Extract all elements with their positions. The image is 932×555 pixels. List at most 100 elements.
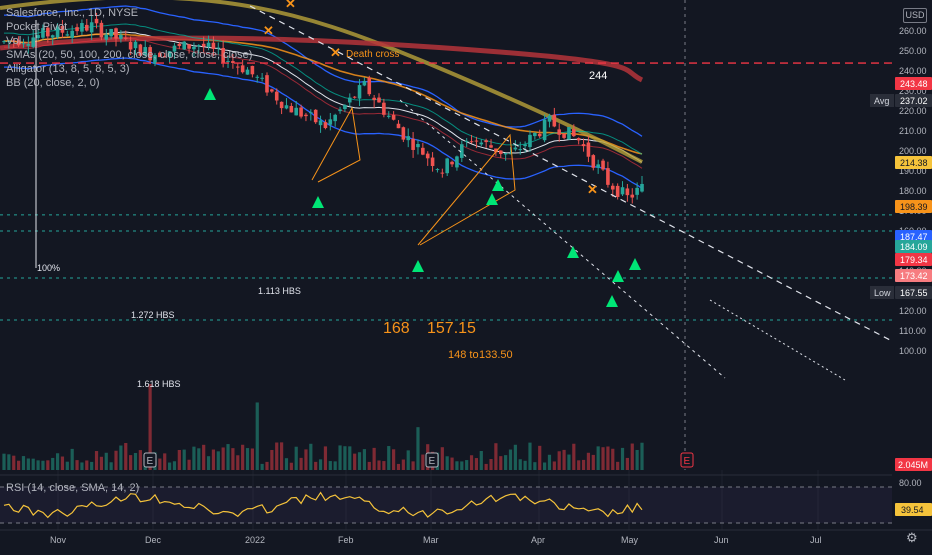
volume-bar [445,456,449,470]
volume-bar [299,457,303,470]
candle-body [245,69,250,75]
candle-body [231,61,235,63]
candle-body [109,28,113,37]
x-tick-label: Jun [714,535,729,545]
volume-bar [275,442,279,470]
candle-body [114,28,118,39]
volume-bar [460,461,464,470]
range-label: 148 to [448,349,479,361]
y-tick-label: 220.00 [899,106,927,116]
level-244-label: 244 [589,70,607,82]
candle-body [304,114,308,117]
earnings-marker [425,452,439,468]
volume-bar [318,459,323,470]
candle-body [518,149,523,151]
candle-body [625,188,630,196]
candle-body [162,56,167,58]
price-tag [870,286,894,299]
earnings-marker [680,452,694,468]
candle-body [533,132,537,137]
candle-body [182,41,186,50]
y-tick-label: 110.00 [899,326,926,336]
candle-body [372,97,376,101]
gear-icon[interactable]: ⚙ [906,530,918,545]
rsi-tag-label: 39.54 [901,505,924,515]
volume-bar [440,447,444,470]
candle-body [279,101,284,109]
candle-body [216,47,221,49]
candle-body [620,187,625,195]
candle-body [299,107,303,117]
candle-body [489,145,493,148]
candle-body [357,85,362,99]
volume-bar [411,461,415,470]
price-tag-label: 167.55 [900,288,928,298]
volume-bar [382,461,386,470]
price-axis[interactable]: 260.00 250.00 240.00 230.00 220.00 210.00 200.… [870,0,932,550]
price-tag [895,286,932,299]
time-axis[interactable]: Nov Dec 2022 Feb Mar Apr May Jun Jul [0,529,932,545]
pocket-pivot-marker [312,196,324,208]
candle-body [104,34,109,40]
volume-bar [562,449,566,470]
volume-bar [119,445,123,470]
rsi-legend[interactable]: RSI (14, close, SMA, 14, 2) [6,482,140,494]
candle-body [84,24,89,31]
pct-100-label: 100% [37,263,60,273]
price-tag-label: 198.39 [900,202,928,212]
candle-body [537,133,542,137]
volume-bar [504,455,508,470]
volume-bar [255,402,259,470]
y-tick-label: 210.00 [899,126,927,136]
candle-body [635,187,639,195]
volume-bar [469,455,474,470]
volume-bar [586,452,591,470]
candle-body [55,26,60,38]
rsi-tick-label: 80.00 [899,478,922,488]
volume-bars [2,383,644,470]
cross-marker: ✕ [330,45,341,60]
candle-body [221,48,225,63]
candle-body [576,138,581,141]
y-tick-label: 250.00 [899,46,927,56]
volume-bar [314,461,318,470]
volume-bar [177,449,181,470]
candle-body [201,43,206,47]
candle-body [572,129,576,137]
volume-bar [65,461,69,470]
currency-badge[interactable]: USD [903,8,927,23]
candle-body [94,18,99,24]
candle-body [235,66,240,68]
x-tick-label: Jul [810,535,822,545]
cross-marker: ✕ [285,0,296,11]
candle-body [187,44,191,49]
candle-body [16,40,21,46]
candle-body [153,55,157,64]
candle-body [26,43,31,46]
volume-bar [533,462,537,470]
y-tick-label: 190.00 [899,166,927,176]
cross-marker: ✕ [263,23,274,38]
y-tick-label: 230.00 [899,86,927,96]
pocket-pivot-marker [204,88,216,100]
price-tag-label: 173.42 [900,271,928,281]
price-tag [895,94,932,107]
volume-bar [280,442,284,470]
candle-body [172,45,177,52]
candle-body [338,109,342,112]
candle-body [119,34,123,39]
volume-bar [450,457,454,470]
candle-body [240,65,245,73]
candle-body [542,119,547,141]
rsi-line [3,491,643,519]
x-tick-label: May [621,535,639,545]
volume-bar [202,444,206,470]
candles [2,12,644,204]
candle-body [206,42,211,47]
candle-body [50,35,55,38]
candle-body [425,153,430,159]
candle-body [70,30,74,38]
candle-body [333,114,337,122]
